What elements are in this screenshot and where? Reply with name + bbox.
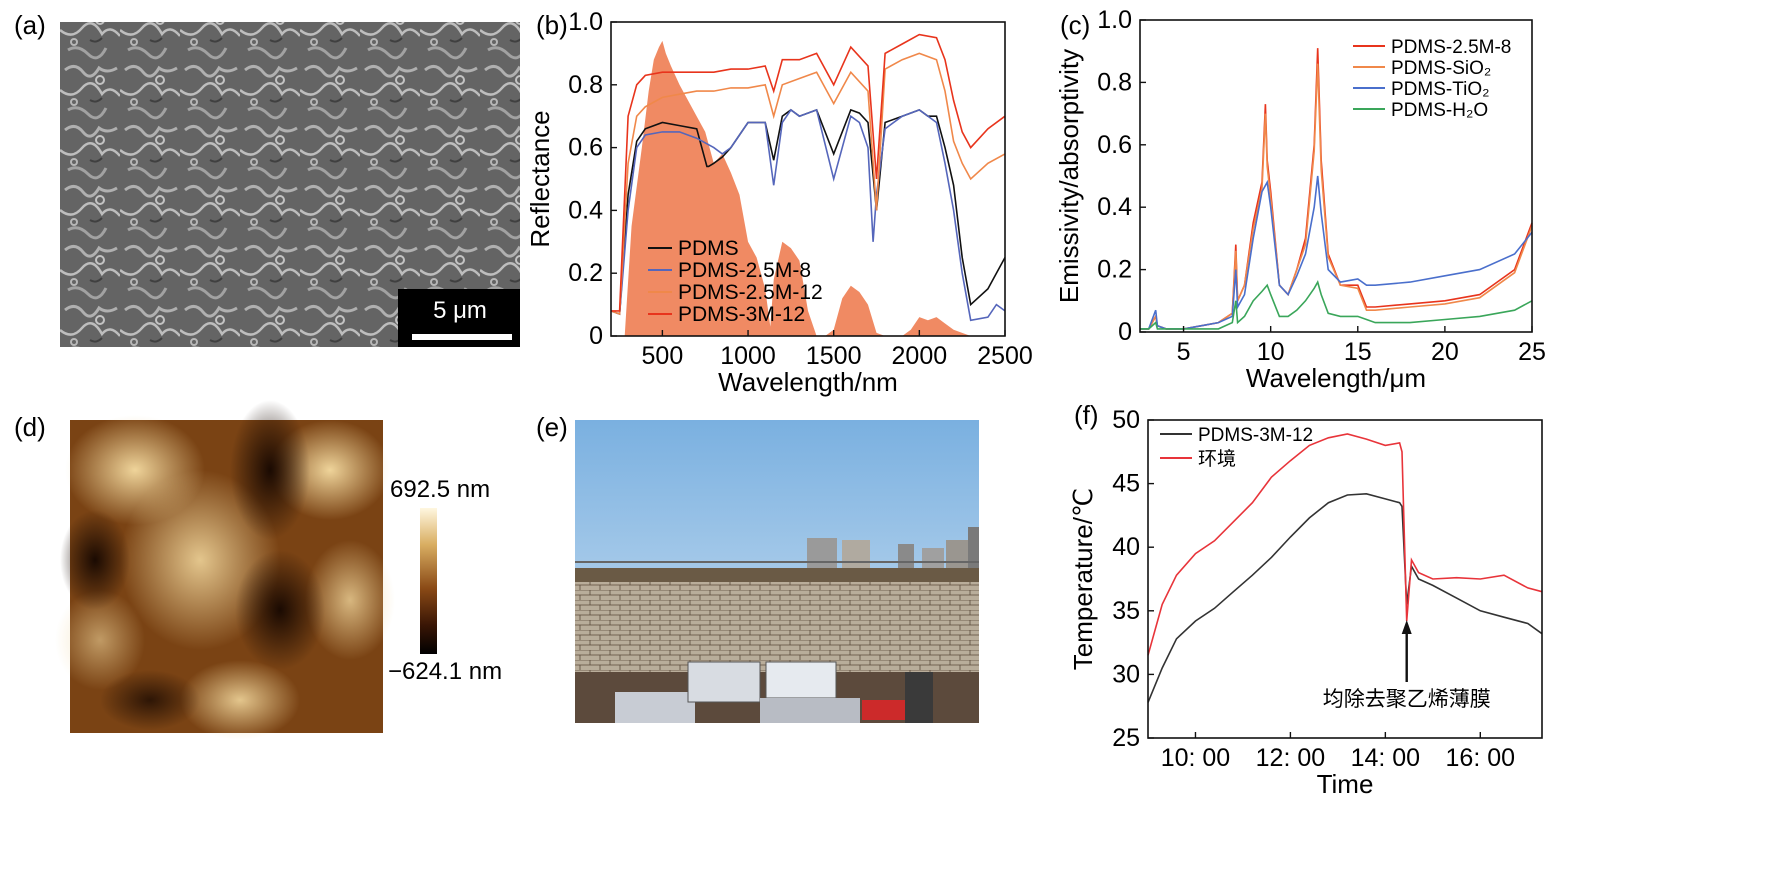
y-tick-label: 30 [1112, 660, 1140, 688]
y-axis-label: Reflectance [525, 110, 555, 247]
x-tick-label: 16: 00 [1446, 744, 1516, 772]
y-tick-label: 0 [1118, 318, 1132, 346]
y-tick-label: 0.4 [568, 196, 603, 224]
afm-colorbar-min: −624.1 nm [388, 658, 502, 685]
y-tick-label: 0.2 [568, 259, 603, 287]
plot-frame [1147, 419, 1543, 739]
y-tick-label: 0.6 [1097, 131, 1132, 159]
y-tick-label: 1.0 [1097, 6, 1132, 34]
legend-label: PDMS [678, 237, 739, 260]
afm-image: 692.5 nm −624.1 nm [55, 400, 502, 740]
x-tick-label: 10 [1257, 338, 1285, 366]
y-tick-label: 0.8 [1097, 68, 1132, 96]
x-tick-label: 14: 00 [1351, 744, 1421, 772]
y-tick-label: 35 [1112, 597, 1140, 625]
rooftop-photo [575, 420, 979, 723]
plot-frame [1139, 19, 1533, 333]
panel-d-label: (d) [14, 412, 46, 442]
legend-label: 环境 [1198, 448, 1236, 470]
plot-frame [610, 21, 1006, 337]
panel-f-label: (f) [1074, 400, 1099, 430]
legend-label: PDMS-TiO₂ [1391, 79, 1490, 100]
x-tick-label: 20 [1431, 338, 1459, 366]
y-tick-label: 50 [1112, 406, 1140, 434]
scale-bar [412, 334, 512, 340]
y-tick-label: 0.6 [568, 134, 603, 162]
legend-label: PDMS-2.5M-8 [1391, 37, 1511, 58]
panel-c-label: (c) [1060, 10, 1090, 40]
emissivity-chart: 5 10 15 20 25 0 0.2 0.4 0.6 0.8 1.0 Wavelength/μm Em… [1054, 6, 1546, 393]
x-tick-label: 2000 [892, 342, 948, 370]
temperature-chart: 10: 00 12: 00 14: 00 16: 00 25 30 35 40 45 50 Time… [1068, 406, 1543, 799]
y-tick-label: 0.8 [568, 71, 603, 99]
annotation-arrowhead [1401, 620, 1412, 634]
y-tick-label: 0 [589, 322, 603, 350]
series-line-1 [1147, 433, 1543, 656]
legend-label: PDMS-2.5M-8 [678, 259, 811, 282]
y-tick-label: 1.0 [568, 8, 603, 36]
legend-label: PDMS-3M-12 [1198, 425, 1313, 446]
y-tick-label: 45 [1112, 470, 1140, 498]
x-tick-label: 10: 00 [1161, 744, 1231, 772]
y-axis-label: Temperature/℃ [1068, 488, 1098, 670]
y-tick-label: 0.2 [1097, 256, 1132, 284]
series-line-3 [1140, 280, 1533, 330]
panel-e-label: (e) [536, 412, 568, 442]
series-line-3 [611, 33, 1006, 312]
x-tick-label: 25 [1518, 338, 1546, 366]
x-tick-label: 1500 [806, 342, 862, 370]
afm-colorbar-max: 692.5 nm [390, 476, 490, 503]
x-axis-label: Wavelength/nm [718, 367, 898, 397]
x-tick-label: 5 [1177, 338, 1191, 366]
y-tick-label: 0.4 [1097, 193, 1132, 221]
legend-label: PDMS-3M-12 [678, 303, 805, 326]
legend-label: PDMS-SiO₂ [1391, 58, 1491, 79]
series-line-2 [610, 52, 1006, 316]
x-tick-label: 2500 [977, 342, 1033, 370]
series-line-0 [1147, 492, 1543, 703]
annotation-text: 均除去聚乙烯薄膜 [1323, 688, 1491, 711]
x-tick-label: 12: 00 [1256, 744, 1326, 772]
afm-colorbar [420, 508, 437, 654]
y-tick-label: 25 [1112, 724, 1140, 752]
scale-bar-label: 5 μm [433, 297, 487, 324]
x-tick-label: 1000 [720, 342, 776, 370]
legend-label: PDMS-H₂O [1391, 100, 1488, 121]
legend-label: PDMS-2.5M-12 [678, 281, 823, 304]
series-line-1 [610, 108, 1006, 322]
reflectance-chart: 500 1000 1500 2000 2500 0 0.2 0.4 0.6 0.8 1.0 Wavel… [525, 8, 1033, 397]
y-axis-label: Emissivity/absorptivity [1054, 49, 1084, 303]
panel-a-label: (a) [14, 10, 46, 40]
x-tick-label: 500 [642, 342, 684, 370]
panel-b-label: (b) [536, 10, 568, 40]
x-axis-label: Wavelength/μm [1246, 363, 1426, 393]
x-axis-label: Time [1317, 769, 1374, 799]
y-tick-label: 40 [1112, 533, 1140, 561]
x-tick-label: 15 [1344, 338, 1372, 366]
series-line-2 [1140, 175, 1533, 330]
solar-spectrum-area [624, 40, 971, 337]
sem-image: 5 μm [60, 22, 520, 347]
